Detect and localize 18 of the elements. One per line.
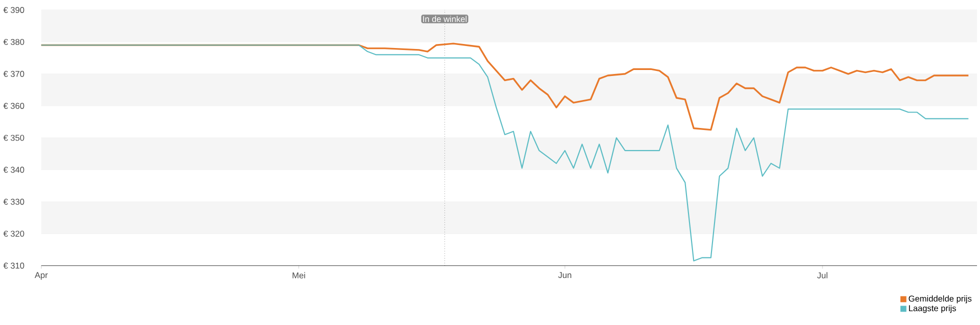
x-tick-label: Jun [558, 272, 572, 278]
ref-line-label: In de winkel [423, 16, 466, 22]
x-tick-label: Apr [34, 272, 48, 280]
y-tick-label: € 320 [3, 230, 24, 237]
y-tick-label: € 380 [3, 39, 24, 46]
legend-label: Gemiddelde prijs [908, 296, 972, 304]
legend-label: Laagste prijs [909, 305, 956, 314]
y-tick-label: € 390 [3, 7, 24, 14]
y-tick-label: € 360 [3, 103, 24, 110]
y-tick-label: € 310 [3, 262, 24, 269]
y-tick-label: € 330 [3, 198, 24, 205]
y-tick-label: € 350 [3, 135, 24, 142]
x-tick-label: Mei [292, 272, 306, 279]
x-tick-label: Jul [817, 272, 828, 279]
y-tick-label: € 340 [3, 167, 24, 173]
line-series [40, 44, 969, 262]
y-tick-label: € 370 [3, 71, 24, 78]
line-series [40, 42, 970, 131]
